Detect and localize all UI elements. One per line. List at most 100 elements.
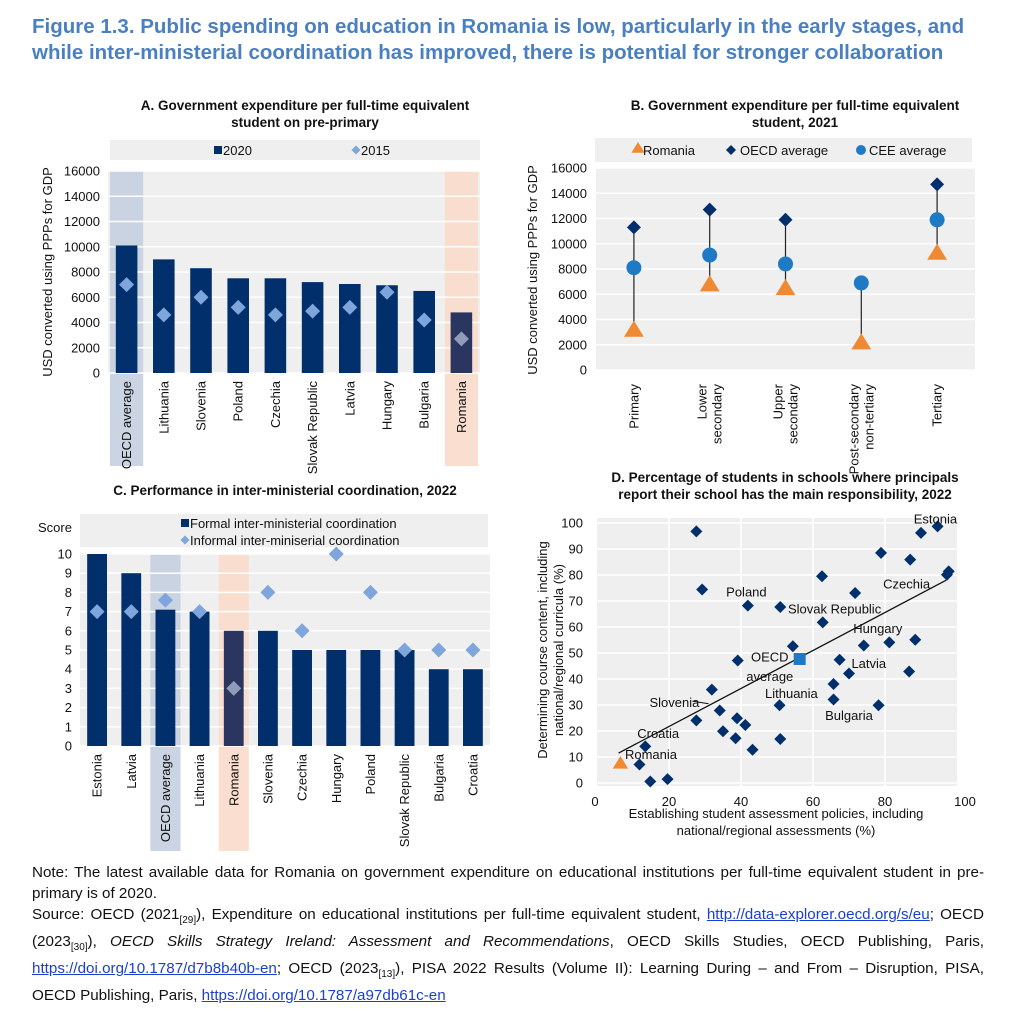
country-point: [731, 654, 744, 667]
legend-swatch-diamond: [351, 145, 361, 155]
y-axis-label: USD converted using PPPs for GDP: [525, 165, 540, 375]
country-point: [644, 775, 657, 788]
country-point: [639, 740, 652, 753]
x-tick-label: Croatia: [465, 753, 480, 796]
country-point: [833, 653, 846, 666]
y-tick-label: 0: [576, 776, 583, 791]
country-point: [690, 525, 703, 538]
bar-formal-inter-ministerial-coordination: [428, 669, 449, 746]
y-axis-label: USD converted using PPPs for GDP: [40, 167, 55, 377]
y-tick-label: 90: [569, 542, 583, 557]
point-label: Poland: [726, 584, 766, 599]
country-point: [915, 526, 927, 539]
y-tick-label: 6000: [71, 290, 100, 305]
bar-formal-inter-ministerial-coordination: [394, 650, 415, 746]
y-tick-label: 50: [569, 646, 583, 661]
x-tick-label: Hungary: [380, 381, 395, 431]
romania-triangle: [612, 755, 629, 769]
figure-title: Figure 1.3. Public spending on education…: [32, 15, 965, 64]
x-tick-label: 100: [954, 794, 976, 809]
point-label: Bulgaria: [825, 708, 873, 723]
x-tick-label: Slovak Republic: [397, 754, 412, 848]
legend-label: OECD average: [740, 143, 828, 158]
diamond-marker: [362, 584, 378, 600]
charts-canvas: A. Government expenditure per full-time …: [38, 98, 976, 851]
x-tick-label: OECD average: [158, 754, 173, 842]
x-tick-label: Poland: [363, 754, 378, 794]
source-part: , OECD Skills Studies, OECD Publishing, …: [609, 933, 985, 951]
romania-triangle: [851, 333, 872, 350]
panel-title: D. Percentage of students in schools whe…: [611, 470, 958, 485]
y-tick-label: 2000: [71, 340, 100, 355]
legend-label: Formal inter-ministerial coordination: [190, 516, 397, 531]
country-point: [661, 773, 674, 786]
y-tick-label: 3: [65, 681, 72, 696]
country-point: [904, 553, 917, 566]
bar-2020: [376, 285, 398, 373]
country-point: [741, 599, 754, 612]
point-label: Slovenia: [649, 695, 700, 710]
y-tick-label: 5: [65, 643, 72, 658]
panel-title: student on pre-primary: [231, 115, 379, 130]
source-part: ),: [87, 933, 110, 951]
y-tick-label: 6: [65, 623, 72, 638]
bar-2020: [264, 278, 287, 373]
country-point: [731, 712, 744, 725]
source-part: Source: OECD (2021: [32, 906, 180, 923]
oecd-diamond: [626, 220, 641, 235]
ref-13: [13]: [378, 969, 396, 981]
point-label: OECD: [751, 649, 789, 664]
panel-title: B. Government expenditure per full-time …: [631, 98, 960, 113]
legend-label: 2015: [361, 143, 390, 158]
link-data-explorer[interactable]: http://data-explorer.oecd.org/s/eu: [706, 906, 930, 923]
y-tick-label: 14000: [64, 189, 100, 204]
country-point: [909, 633, 922, 646]
diamond-marker: [157, 592, 173, 608]
cee-circle: [778, 256, 793, 272]
country-point: [774, 733, 787, 746]
legend-background: [110, 140, 480, 160]
trend-line: [618, 579, 947, 754]
diamond-marker: [294, 623, 310, 639]
point-label: average: [746, 669, 793, 684]
bar-2020: [190, 268, 212, 373]
y-tick-label: 10000: [64, 239, 100, 254]
link-pisa[interactable]: https://doi.org/10.1787/a97db61c-en: [201, 987, 446, 1005]
romania-triangle: [624, 320, 644, 337]
y-tick-label: 8000: [71, 265, 100, 280]
diamond-marker: [119, 277, 135, 293]
y-tick-label: 2000: [558, 337, 587, 352]
y-tick-label: 12000: [551, 211, 587, 226]
y-tick-label: 0: [580, 363, 587, 378]
country-point: [717, 725, 729, 738]
panel-title: C. Performance in inter-ministerial coor…: [113, 483, 457, 498]
diamond-marker: [123, 604, 139, 620]
x-tick-label: Poland: [231, 381, 246, 421]
x-tick-label: Romania: [226, 753, 241, 806]
legend-swatch-triangle: [631, 142, 645, 153]
x-tick-label: Upper: [771, 383, 786, 419]
cee-circle: [853, 275, 869, 291]
diamond-marker: [260, 584, 276, 600]
romania-triangle: [927, 243, 947, 260]
country-point: [690, 714, 703, 727]
link-skills-strategy[interactable]: https://doi.org/10.1787/d7b8b40b-en: [32, 960, 277, 978]
country-point: [827, 677, 840, 690]
diamond-marker: [267, 307, 283, 323]
legend-swatch-circle: [856, 145, 866, 155]
x-tick-label: non-tertiary: [861, 384, 876, 450]
panel-title: student, 2021: [752, 115, 839, 130]
bar-formal-inter-ministerial-coordination: [292, 650, 312, 746]
x-tick-label: 80: [878, 794, 892, 809]
bar-2020: [301, 282, 324, 373]
country-point: [903, 665, 916, 678]
x-tick-label: Lithuania: [192, 753, 207, 807]
x-tick-label: 0: [591, 794, 598, 809]
y-tick-label: 30: [569, 698, 583, 713]
note-text: Note: The latest available data for Roma…: [32, 864, 984, 902]
legend-background: [80, 514, 488, 547]
y-tick-label: 4: [65, 662, 72, 677]
y-tick-label: 0: [65, 739, 72, 754]
country-point: [857, 639, 870, 652]
bar-formal-inter-ministerial-coordination: [360, 650, 381, 746]
